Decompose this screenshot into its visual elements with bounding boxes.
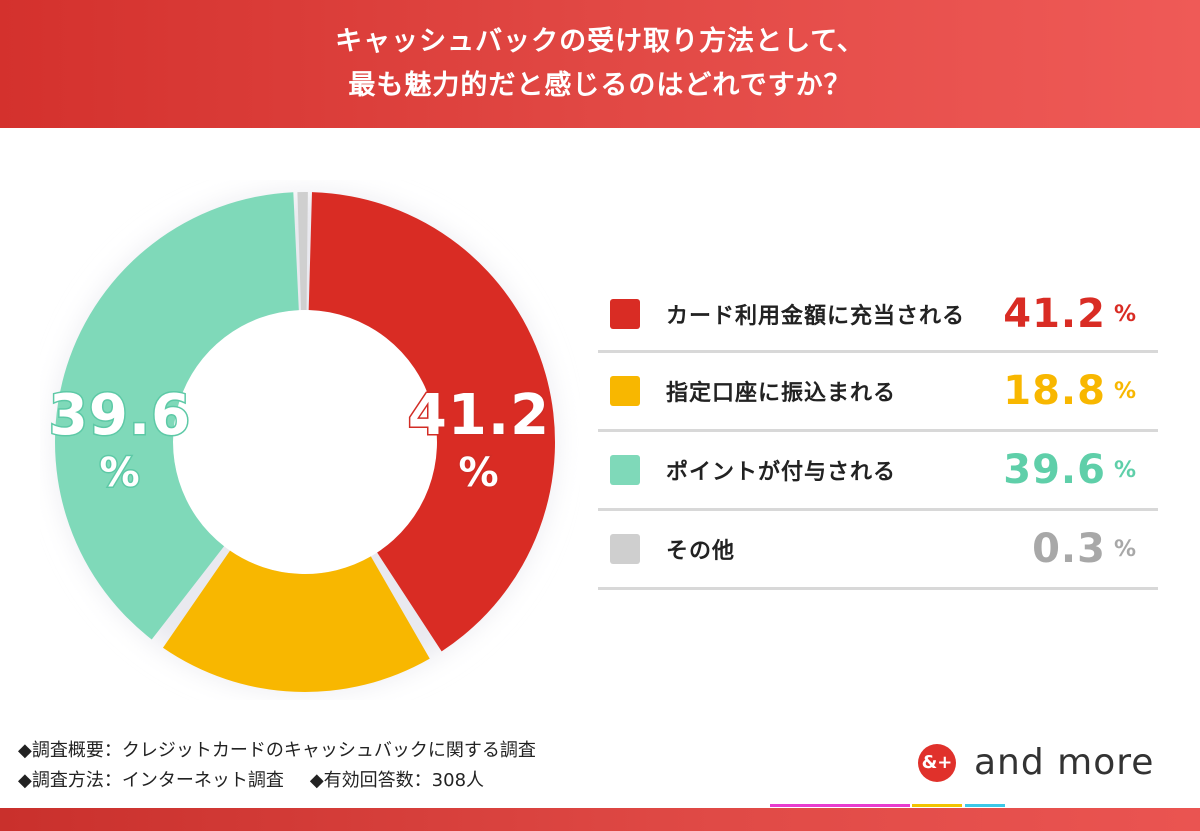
survey-respondents: ◆有効回答数：308人 xyxy=(309,770,485,791)
chart-title-line-1: キャッシュバックの受け取り方法として、 xyxy=(335,26,865,57)
donut-chart: 41.2 % 39.6 % xyxy=(40,180,580,700)
legend-unit-point: % xyxy=(1113,457,1136,483)
legend-value-other: 0.3 xyxy=(1032,526,1106,572)
survey-method-line: ◆調査方法：インターネット調査 ◆有効回答数：308人 xyxy=(18,766,536,796)
decorative-stripe-pink xyxy=(770,804,910,807)
decorative-stripe-cyan xyxy=(965,804,1005,807)
legend-unit-card: % xyxy=(1113,301,1136,327)
legend-unit-other: % xyxy=(1113,536,1136,562)
legend: カード利用金額に充当される 41.2 % 指定口座に振込まれる 18.8 % ポ… xyxy=(598,278,1158,590)
slice-label-point-value: 39.6 xyxy=(47,383,192,448)
legend-label-card: カード利用金額に充当される xyxy=(666,304,966,329)
legend-label-other: その他 xyxy=(666,539,736,564)
legend-label-point: ポイントが付与される xyxy=(666,460,897,485)
legend-value-bank: 18.8 xyxy=(1003,368,1106,414)
slice-label-card-value: 41.2 xyxy=(406,383,551,448)
legend-value-card: 41.2 xyxy=(1003,291,1106,337)
legend-swatch-bank xyxy=(610,376,640,406)
donut-slice-card xyxy=(308,192,556,652)
donut-hole xyxy=(173,310,437,574)
donut-slice-bank xyxy=(162,550,430,693)
legend-row-card: カード利用金額に充当される 41.2 % xyxy=(598,278,1158,353)
legend-row-other: その他 0.3 % xyxy=(598,511,1158,590)
legend-row-point: ポイントが付与される 39.6 % xyxy=(598,432,1158,511)
slice-label-point-unit: % xyxy=(98,449,141,498)
legend-unit-bank: % xyxy=(1113,378,1136,404)
donut-slice-other xyxy=(297,192,308,311)
legend-row-bank: 指定口座に振込まれる 18.8 % xyxy=(598,353,1158,432)
survey-method: ◆調査方法：インターネット調査 xyxy=(18,770,284,791)
footer-bar xyxy=(0,808,1200,831)
legend-swatch-card xyxy=(610,299,640,329)
chart-title-line-2: 最も魅力的だと感じるのはどれですか？ xyxy=(348,70,852,101)
survey-notes: ◆調査概要：クレジットカードのキャッシュバックに関する調査 ◆調査方法：インター… xyxy=(18,736,536,796)
legend-swatch-point xyxy=(610,455,640,485)
slice-label-card-unit: % xyxy=(457,449,500,498)
survey-overview: ◆調査概要：クレジットカードのキャッシュバックに関する調査 xyxy=(18,740,536,761)
legend-value-point: 39.6 xyxy=(1003,447,1106,493)
decorative-stripe-yellow xyxy=(912,804,962,807)
brand-mark-icon: &+ xyxy=(918,743,956,782)
brand-logo: &+ and more xyxy=(918,742,1154,783)
legend-label-bank: 指定口座に振込まれる xyxy=(666,381,897,406)
legend-swatch-other xyxy=(610,534,640,564)
donut-slice-point xyxy=(54,192,299,640)
donut-svg xyxy=(54,192,556,693)
brand-name: and more xyxy=(974,742,1155,783)
slice-label-card: 41.2 % xyxy=(384,383,574,500)
slice-label-point: 39.6 % xyxy=(20,383,220,500)
title-banner: キャッシュバックの受け取り方法として、 最も魅力的だと感じるのはどれですか？ xyxy=(0,0,1200,128)
